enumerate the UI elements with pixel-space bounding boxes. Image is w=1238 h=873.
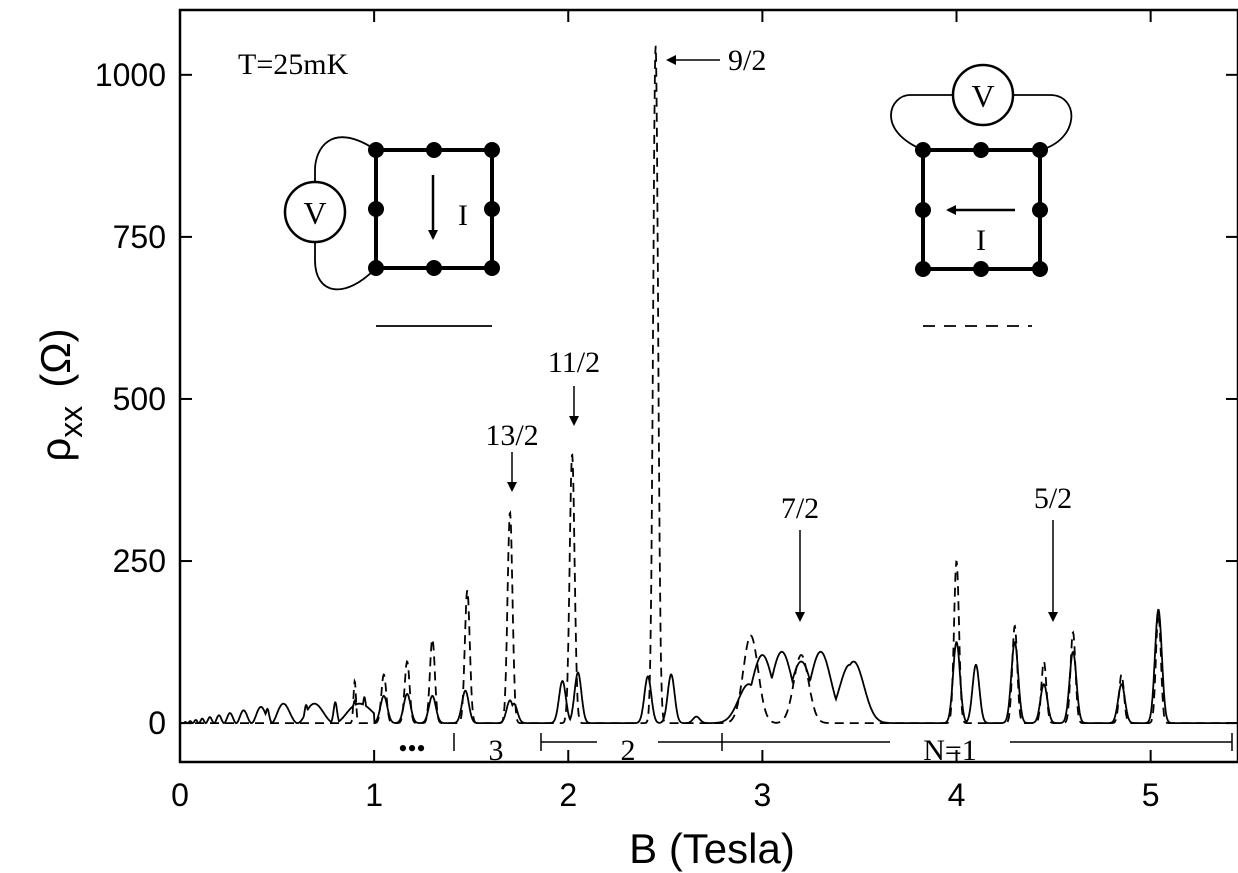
annotation-7-2: 7/2	[781, 492, 819, 622]
svg-text:11/2: 11/2	[548, 346, 600, 379]
landau-level-markers: ••• 3 2 N=1	[398, 733, 1233, 767]
svg-text:9/2: 9/2	[728, 44, 766, 77]
plot-frame	[178, 8, 1238, 764]
x-axis-title: B (Tesla)	[629, 825, 795, 872]
x-tick-label: 4	[948, 777, 966, 813]
y-axis-subscript: xx	[53, 406, 89, 438]
series-solid-line	[180, 608, 1238, 725]
y-axis-symbol: ρ	[32, 438, 79, 462]
y-tick-label: 500	[113, 381, 166, 417]
x-tick-label: 1	[365, 777, 383, 813]
series-dashed-line	[180, 45, 1238, 724]
x-tick-label: 5	[1142, 777, 1160, 813]
y-axis-unit: (Ω)	[32, 328, 79, 387]
annotation-13-2: 13/2	[485, 419, 539, 492]
y-tick-label: 0	[148, 705, 166, 741]
y-tick-label: 750	[113, 219, 166, 255]
y-tick-label: 1000	[95, 57, 166, 93]
x-axis-ticks: 0 1 2 3 4 5	[171, 10, 1160, 813]
landau-ellipsis: •••	[398, 734, 425, 763]
svg-text:13/2: 13/2	[485, 419, 538, 452]
annotation-9-2: 9/2	[666, 44, 766, 77]
inset-left-schematic: V I	[283, 136, 500, 327]
y-tick-label: 250	[113, 543, 166, 579]
x-tick-label: 3	[753, 777, 771, 813]
inset-right-voltmeter-label: V	[971, 78, 994, 114]
inset-right-schematic: V I	[890, 63, 1073, 327]
landau-level-3: 3	[489, 734, 504, 767]
annotation-11-2: 11/2	[548, 346, 600, 426]
y-axis-ticks: 0 250 500 750 1000	[95, 57, 1238, 741]
x-tick-label: 0	[171, 777, 189, 813]
temperature-label: T=25mK	[238, 48, 349, 81]
inset-left-current-label: I	[458, 199, 468, 232]
y-axis-title: ρxx (Ω)	[32, 328, 89, 461]
inset-right-current-label: I	[976, 224, 986, 257]
svg-text:5/2: 5/2	[1034, 482, 1072, 515]
x-tick-label: 2	[559, 777, 577, 813]
annotation-5-2: 5/2	[1034, 482, 1072, 622]
svg-text:ρxx(Ω): ρxx (Ω)	[32, 328, 89, 461]
landau-level-2: 2	[621, 734, 636, 767]
svg-text:7/2: 7/2	[781, 492, 819, 525]
landau-level-1: N=1	[923, 734, 977, 767]
inset-left-voltmeter-label: V	[303, 195, 326, 231]
